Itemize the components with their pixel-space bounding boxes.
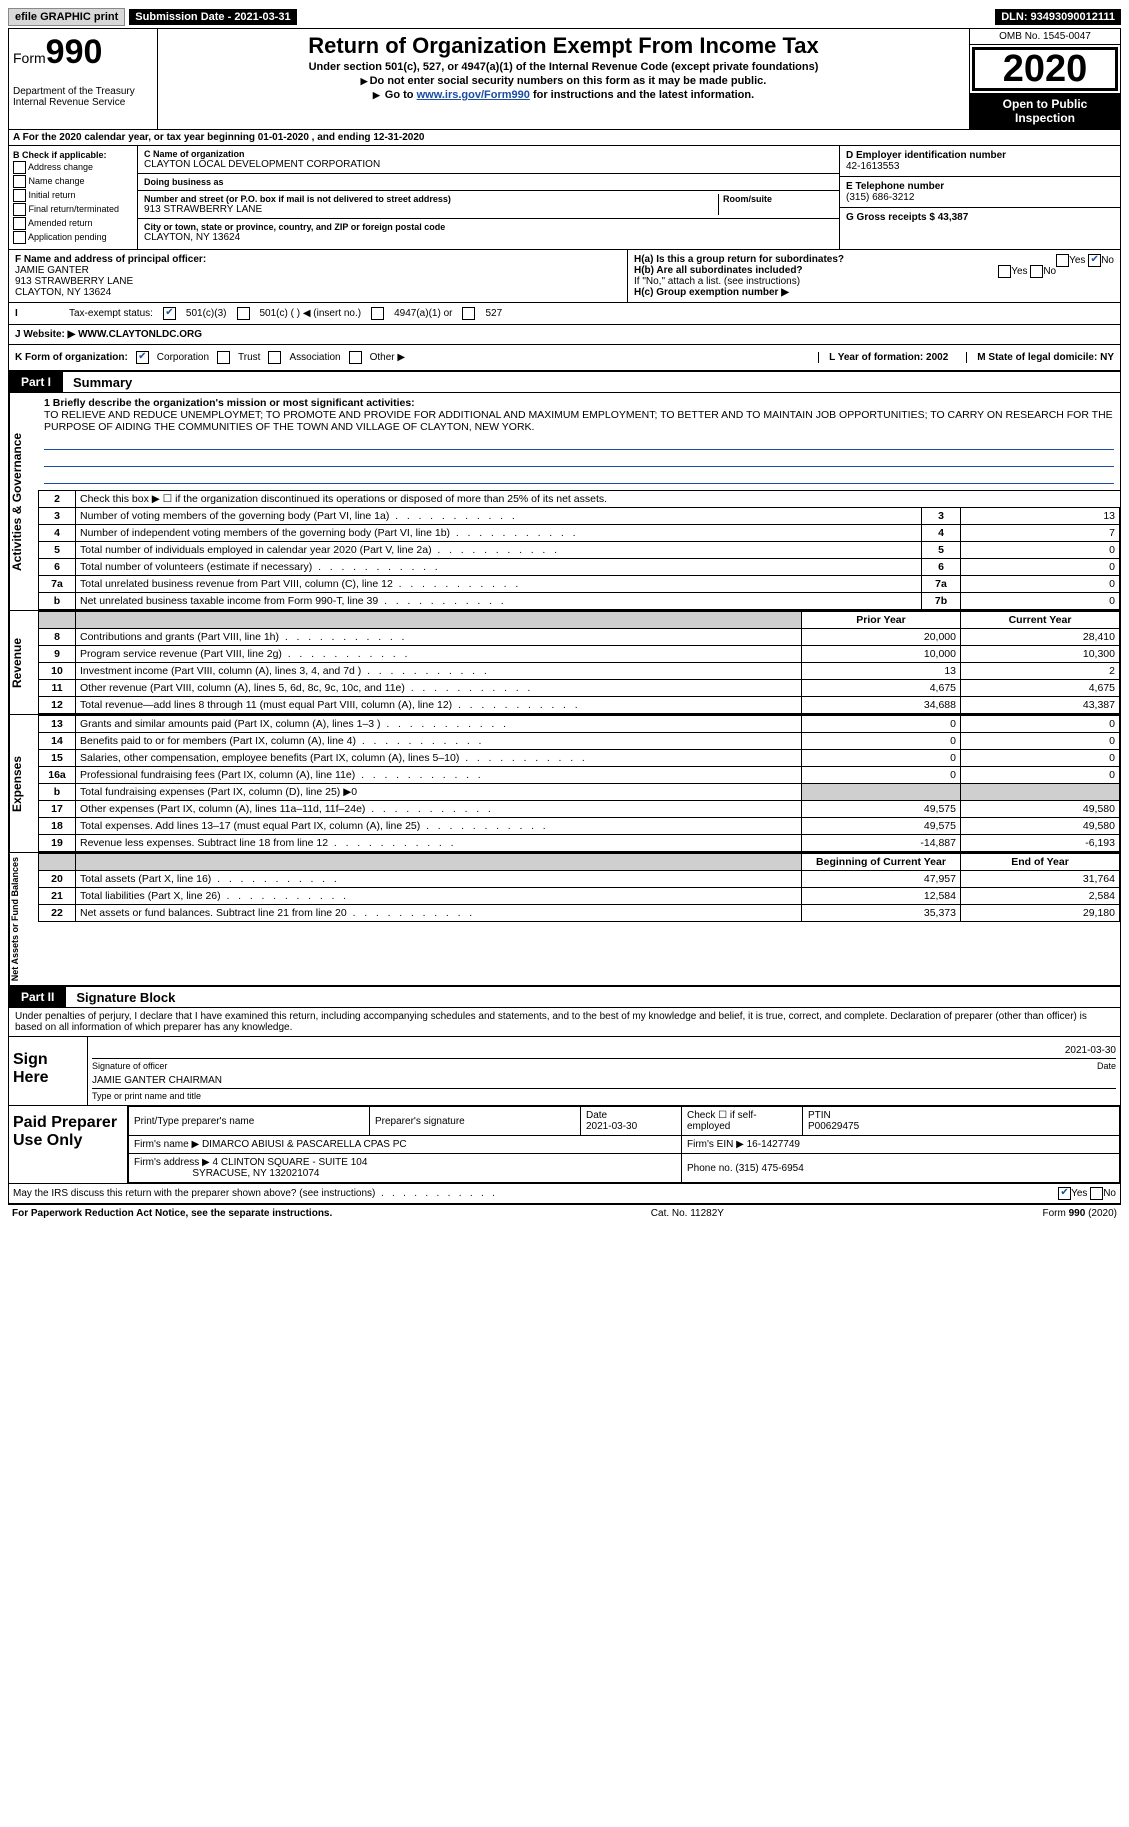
- officer-printed-name: JAMIE GANTER CHAIRMAN: [92, 1075, 222, 1086]
- subtitle-3: Go to www.irs.gov/Form990 for instructio…: [166, 89, 961, 101]
- sig-officer-lbl: Signature of officer: [92, 1061, 167, 1071]
- side-governance: Activities & Governance: [9, 393, 38, 610]
- addr-label: Number and street (or P.O. box if mail i…: [144, 194, 718, 204]
- sign-here-label: Sign Here: [9, 1037, 88, 1105]
- cat-no: Cat. No. 11282Y: [651, 1208, 724, 1219]
- officer-addr2: CLAYTON, NY 13624: [15, 287, 621, 298]
- officer-addr1: 913 STRAWBERRY LANE: [15, 276, 621, 287]
- phone-val: (315) 686-3212: [846, 192, 1114, 203]
- ein-val: 42-1613553: [846, 161, 1114, 172]
- cb-discuss-no[interactable]: [1090, 1187, 1103, 1200]
- cb-other[interactable]: [349, 351, 362, 364]
- dln-box: DLN: 93493090012111: [995, 9, 1121, 25]
- city-label: City or town, state or province, country…: [144, 222, 833, 232]
- cb-initial-return[interactable]: Initial return: [13, 189, 133, 202]
- subtitle-2: Do not enter social security numbers on …: [166, 75, 961, 87]
- sig-date: 2021-03-30: [1065, 1045, 1116, 1056]
- cb-final-return[interactable]: Final return/terminated: [13, 203, 133, 216]
- website-val: WWW.CLAYTONLDC.ORG: [78, 329, 202, 340]
- part1-title: Summary: [63, 375, 132, 390]
- room-label: Room/suite: [723, 194, 772, 204]
- cb-corp[interactable]: ✔: [136, 351, 149, 364]
- cb-pending[interactable]: Application pending: [13, 231, 133, 244]
- efile-print-button[interactable]: efile GRAPHIC print: [8, 8, 125, 26]
- k-label: K Form of organization:: [15, 352, 128, 363]
- part2-tag: Part II: [9, 987, 66, 1007]
- mission-q: 1 Briefly describe the organization's mi…: [44, 397, 1114, 409]
- prep-h4: Check ☐ if self-employed: [682, 1107, 803, 1136]
- cb-name-change[interactable]: Name change: [13, 175, 133, 188]
- section-b-label: B Check if applicable:: [13, 150, 133, 160]
- addr-val: 913 STRAWBERRY LANE: [144, 204, 718, 215]
- part2-title: Signature Block: [66, 990, 175, 1005]
- d-label: D Employer identification number: [846, 150, 1114, 161]
- open-public-badge: Open to Public Inspection: [970, 93, 1120, 129]
- paid-preparer-label: Paid Preparer Use Only: [9, 1106, 128, 1183]
- arrow-icon: [373, 89, 382, 101]
- part1-tag: Part I: [9, 372, 63, 392]
- l-year: L Year of formation: 2002: [818, 352, 958, 363]
- prep-h2: Preparer's signature: [370, 1107, 581, 1136]
- tax-label: Tax-exempt status:: [69, 308, 153, 319]
- i-label: I: [15, 308, 59, 319]
- prep-h1: Print/Type preparer's name: [129, 1107, 370, 1136]
- cb-4947[interactable]: [371, 307, 384, 320]
- side-expenses: Expenses: [9, 715, 38, 852]
- c-label: C Name of organization: [144, 149, 833, 159]
- side-netassets: Net Assets or Fund Balances: [9, 853, 38, 985]
- mission-text: TO RELIEVE AND REDUCE UNEMPLOYMET; TO PR…: [44, 409, 1114, 433]
- submission-date-box: Submission Date - 2021-03-31: [129, 9, 296, 25]
- arrow-icon: [361, 75, 370, 87]
- city-val: CLAYTON, NY 13624: [144, 232, 833, 243]
- cb-assoc[interactable]: [268, 351, 281, 364]
- cb-trust[interactable]: [217, 351, 230, 364]
- omb-number: OMB No. 1545-0047: [970, 29, 1120, 45]
- org-name: CLAYTON LOCAL DEVELOPMENT CORPORATION: [144, 159, 833, 170]
- irs-link[interactable]: www.irs.gov/Form990: [417, 89, 530, 101]
- declaration-text: Under penalties of perjury, I declare th…: [9, 1008, 1120, 1037]
- dba-label: Doing business as: [144, 177, 224, 187]
- discuss-q: May the IRS discuss this return with the…: [13, 1188, 495, 1199]
- f-label: F Name and address of principal officer:: [15, 254, 621, 265]
- officer-name: JAMIE GANTER: [15, 265, 621, 276]
- e-label: E Telephone number: [846, 181, 1114, 192]
- cb-527[interactable]: [462, 307, 475, 320]
- ha-row: H(a) Is this a group return for subordin…: [634, 254, 1114, 265]
- row-a-tax-year: A For the 2020 calendar year, or tax yea…: [9, 130, 1120, 146]
- form-title: Return of Organization Exempt From Incom…: [166, 33, 961, 59]
- dept-label: Department of the Treasury: [13, 86, 153, 97]
- form-footer: Form 990 (2020): [1043, 1208, 1117, 1219]
- cb-501c[interactable]: [237, 307, 250, 320]
- side-revenue: Revenue: [9, 611, 38, 714]
- cb-discuss-yes[interactable]: ✔: [1058, 1187, 1071, 1200]
- subtitle-1: Under section 501(c), 527, or 4947(a)(1)…: [166, 61, 961, 73]
- pra-notice: For Paperwork Reduction Act Notice, see …: [12, 1208, 332, 1219]
- irs-label: Internal Revenue Service: [13, 97, 153, 108]
- form-number: Form990: [13, 33, 153, 72]
- hb-row: H(b) Are all subordinates included? Yes …: [634, 265, 1114, 276]
- cb-501c3[interactable]: ✔: [163, 307, 176, 320]
- j-label: J Website: ▶: [15, 329, 75, 340]
- cb-amended[interactable]: Amended return: [13, 217, 133, 230]
- hc-row: H(c) Group exemption number ▶: [634, 287, 1114, 298]
- cb-address-change[interactable]: Address change: [13, 161, 133, 174]
- tax-year: 2020: [972, 47, 1118, 91]
- name-lbl: Type or print name and title: [92, 1091, 1116, 1101]
- m-state: M State of legal domicile: NY: [966, 352, 1114, 363]
- g-label: G Gross receipts $ 43,387: [846, 212, 1114, 223]
